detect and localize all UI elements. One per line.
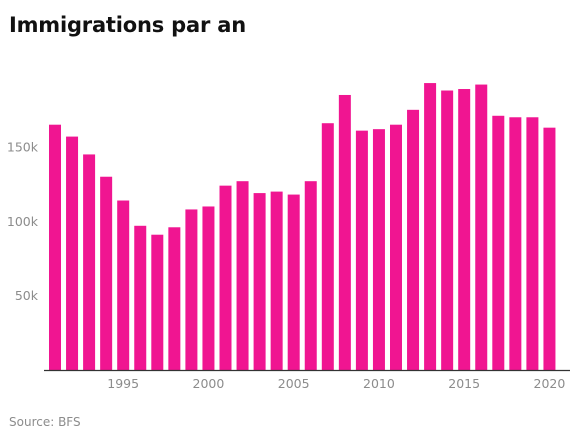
bar-2014 [441,90,454,370]
x-tick-label: 2005 [278,376,310,391]
bar-2009 [355,130,368,370]
x-tick-label: 2010 [363,376,395,391]
bar-2005 [287,194,300,370]
bar-2006 [304,181,317,370]
chart-title: Immigrations par an [9,13,246,37]
bar-2018 [509,117,522,371]
bar-1995 [117,200,130,370]
bar-2002 [236,181,249,370]
bar-2013 [424,83,437,370]
bar-2003 [253,193,266,370]
y-tick-label: 150k [7,140,39,155]
bar-2010 [372,129,385,370]
bar-2019 [526,117,539,371]
bar-2016 [475,84,488,370]
x-ticks-layer: 1995 2000 2005 2010 2015 2020 [107,376,565,391]
bar-1996 [134,225,147,370]
bar-1993 [83,154,96,370]
bar-1997 [151,234,164,370]
y-ticks-layer: 50k 100k 150k [7,140,39,304]
x-tick-label: 2015 [448,376,480,391]
bar-2017 [492,115,505,370]
bar-2012 [407,109,420,370]
chart-source: Source: BFS [9,415,81,429]
bar-2000 [202,206,215,370]
x-tick-label: 2020 [534,376,566,391]
bar-2004 [270,191,283,370]
bar-1999 [185,209,198,370]
bar-1991 [49,124,61,370]
bar-2001 [219,185,232,370]
y-tick-label: 50k [15,288,39,303]
x-tick-label: 2000 [193,376,225,391]
bar-2011 [390,124,402,370]
bar-2008 [338,94,351,370]
bar-1992 [66,136,79,370]
bar-1994 [100,176,113,370]
bars-layer [49,83,556,371]
x-tick-label: 1995 [107,376,139,391]
bar-2007 [321,123,334,371]
bar-2020 [543,127,556,370]
bar-2015 [458,89,471,371]
bar-1998 [168,227,181,370]
y-tick-label: 100k [7,214,39,229]
